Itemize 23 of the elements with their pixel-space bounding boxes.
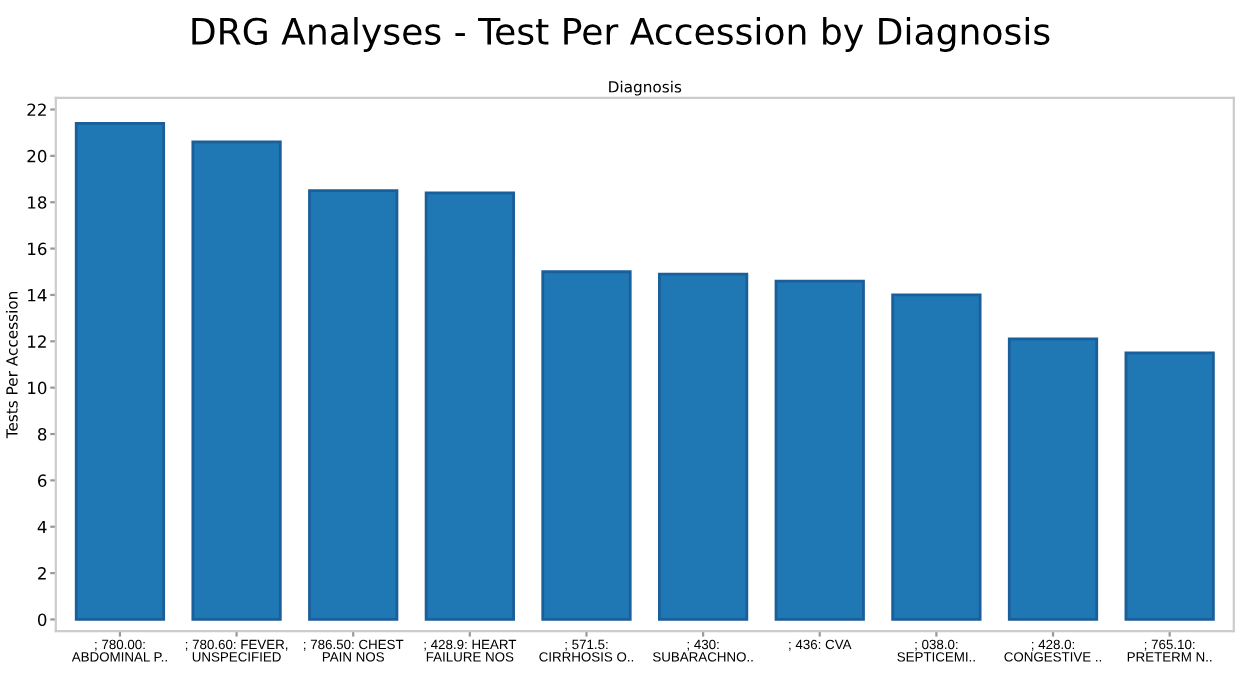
bar <box>774 279 865 621</box>
y-tick-label: 20 <box>27 149 47 163</box>
y-tick-label: 16 <box>28 242 47 256</box>
y-tick-label: 2 <box>38 567 46 580</box>
bar <box>541 270 632 621</box>
y-tick-label: 0 <box>37 613 47 627</box>
bar <box>1124 351 1215 621</box>
y-tick-label: 6 <box>38 474 47 487</box>
y-tick-label: 22 <box>27 103 46 116</box>
y-tick-label: 8 <box>37 427 47 441</box>
bar <box>1007 337 1099 621</box>
chart-title: DRG Analyses - Test Per Accession by Diagnosis <box>192 17 1050 52</box>
y-tick-label: 18 <box>28 196 47 209</box>
bar <box>891 293 982 621</box>
y-tick-label: 14 <box>28 289 47 302</box>
bar <box>191 140 282 621</box>
y-tick-label: 4 <box>37 520 47 534</box>
bar <box>424 191 515 621</box>
y-tick-label: 10 <box>28 381 47 395</box>
bar <box>74 122 166 621</box>
bar <box>657 272 749 621</box>
bar <box>308 189 399 621</box>
y-tick-label: 12 <box>28 335 46 348</box>
